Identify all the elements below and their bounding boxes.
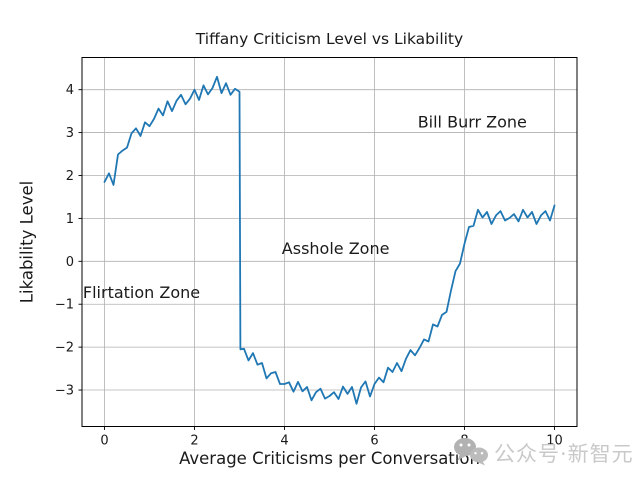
x-tick-label: 8 [460, 434, 468, 449]
y-axis-label: Likability Level [17, 180, 37, 304]
x-tick-label: 6 [370, 434, 378, 449]
annotation-flirtation-zone: Flirtation Zone [83, 283, 200, 302]
series-line [103, 75, 556, 405]
y-tick-label: 4 [66, 83, 74, 98]
x-tick-label: 10 [546, 434, 563, 449]
y-tick-label: −3 [55, 384, 74, 399]
x-axis-label: Average Criticisms per Conversation [179, 449, 480, 468]
x-tick-label: 0 [100, 434, 108, 449]
y-tick-label: 2 [66, 169, 74, 184]
x-tick-label: 4 [280, 434, 288, 449]
annotation-asshole-zone: Asshole Zone [282, 239, 390, 258]
y-tick-label: 0 [66, 255, 74, 270]
y-tick-label: 1 [66, 212, 74, 227]
annotation-bill-burr-zone: Bill Burr Zone [418, 112, 527, 131]
axes-spines [81, 57, 578, 427]
y-tick-label: −1 [55, 298, 74, 313]
x-tick-label: 2 [190, 434, 198, 449]
y-tick-label: 3 [66, 126, 74, 141]
y-tick-label: −2 [55, 341, 74, 356]
chart-title: Tiffany Criticism Level vs Likability [195, 30, 464, 48]
